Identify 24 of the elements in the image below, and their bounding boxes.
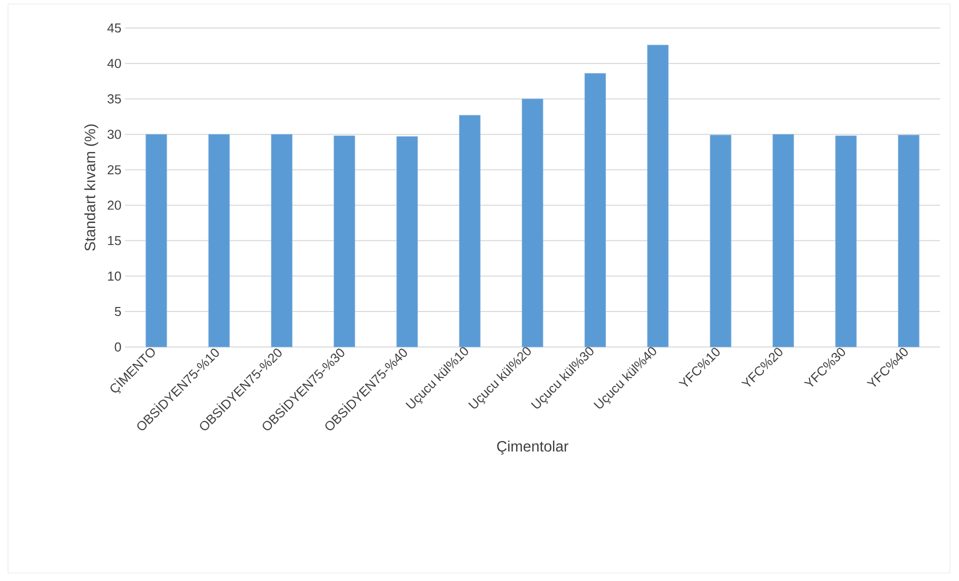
bar bbox=[898, 134, 920, 348]
bar bbox=[334, 136, 356, 348]
y-tick-label: 10 bbox=[108, 272, 121, 281]
bar bbox=[772, 134, 794, 348]
y-tick-label: 40 bbox=[107, 58, 121, 68]
bar bbox=[146, 134, 168, 348]
y-axis-title: Standart kıvam (%) bbox=[84, 124, 98, 251]
y-tick-label: 15 bbox=[108, 236, 121, 246]
bar bbox=[835, 136, 857, 348]
bar bbox=[647, 44, 669, 348]
y-tick-label: 30 bbox=[108, 130, 121, 139]
bar bbox=[459, 114, 481, 348]
y-tick-label: 45 bbox=[107, 23, 121, 33]
bar bbox=[208, 134, 230, 348]
bar bbox=[396, 136, 418, 348]
y-tick-label: 5 bbox=[114, 307, 121, 316]
bar bbox=[522, 98, 544, 348]
y-tick-label: 35 bbox=[108, 94, 121, 104]
y-tick-label: 20 bbox=[108, 200, 121, 210]
bar bbox=[271, 134, 292, 348]
bar bbox=[584, 73, 606, 348]
bar bbox=[710, 134, 732, 348]
x-axis-title: Çimentolar bbox=[497, 440, 568, 455]
y-tick-label: 25 bbox=[108, 165, 121, 174]
